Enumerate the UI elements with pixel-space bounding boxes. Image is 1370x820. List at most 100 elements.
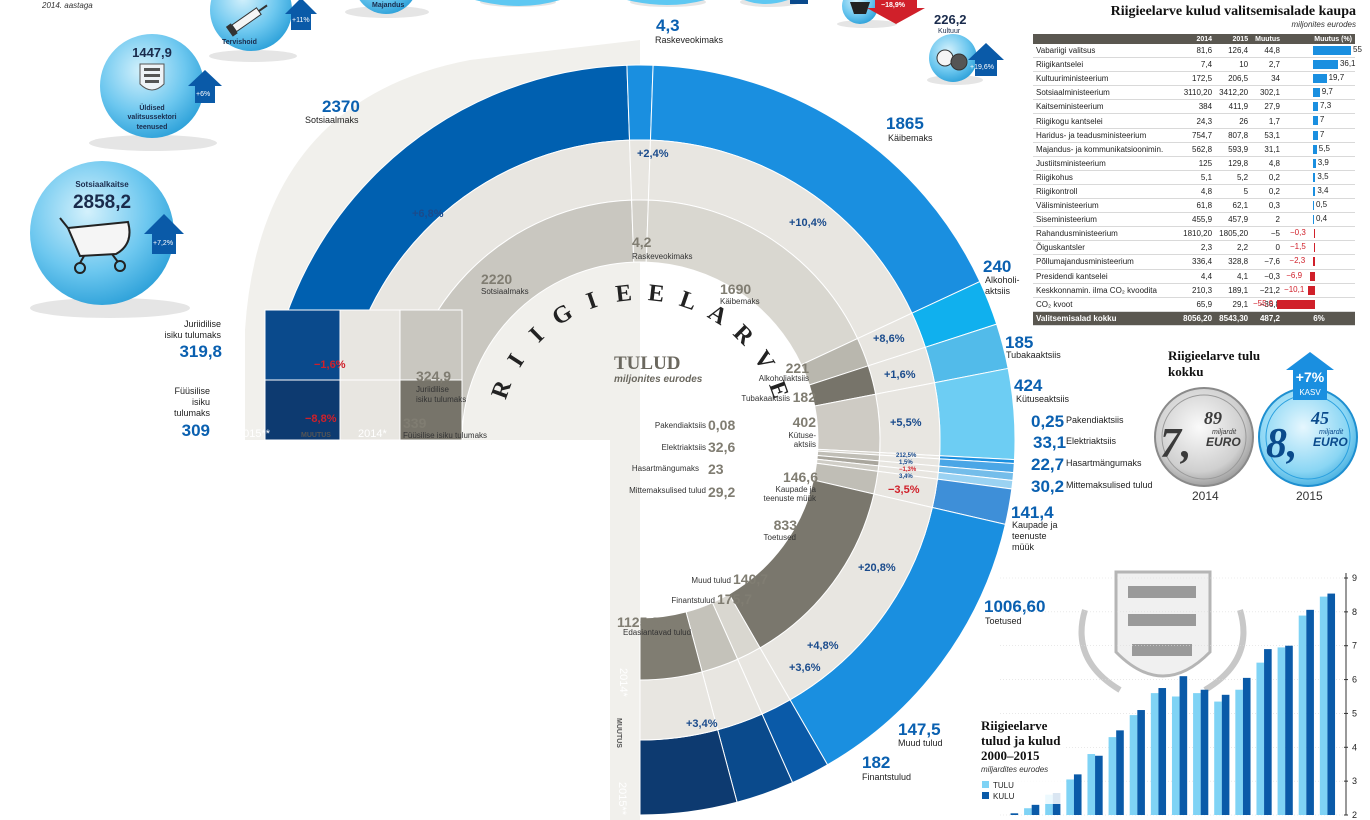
row-value: 3412,20 [1215,85,1252,101]
pct-bar-positive [1313,46,1351,55]
change-edasiantavad: +3,4% [686,718,718,730]
change-alkohol: +8,6% [873,333,905,345]
coin-2014-inner-ring [1161,394,1247,480]
row-pct-bar: 9,7 [1283,85,1355,101]
bubble-yldised-name1: Üldised [139,103,164,112]
label-fyysiline-2014-value: 339 [403,415,427,431]
row-value: 328,8 [1215,254,1252,270]
row-value: 29,1 [1215,297,1252,312]
bar-tulu [1256,662,1265,815]
row-value: 455,9 [1179,212,1216,228]
table-row: Riigikohus 5,1 5,2 0,2 3,5 [1033,170,1355,185]
change-elekter: 1,5% [899,460,913,466]
table-row: Riigikontroll 4,8 5 0,2 3,4 [1033,184,1355,200]
col-header-muutus-pct: Muutus (%) [1283,34,1355,44]
bar-tulu [1193,693,1201,815]
col-header-2014: 2014 [1179,34,1216,44]
pct-bar-label: 36,1 [1339,59,1356,69]
bubble-partial [744,0,788,4]
pct-bar-label: 0,5 [1316,200,1328,210]
label-hasart-2014-name: Hasartmängumaks [632,464,699,473]
label-mittemaks-2014-value: 29,2 [708,484,735,500]
col-header-name [1033,34,1179,44]
pct-bar-label: 3,4 [1317,185,1329,195]
pct-bar-negative [1313,243,1315,253]
row-pct-bar: 7,3 [1283,99,1355,115]
bubble-partial [627,0,705,5]
row-value: 206,5 [1215,71,1252,87]
pct-bar-label: −0,3 [1290,228,1306,238]
bar-chart-title-line1: Riigieelarve [981,718,1048,733]
table-row: Kaitseministeerium 384 411,9 27,9 7,3 [1033,99,1355,115]
table-row: Välisministeerium 61,8 62,1 0,3 0,5 [1033,198,1355,214]
change-muud: +4,8% [807,640,839,652]
change-kytus: +5,5% [890,417,922,429]
bubble-sotsiaalkaitse-name: Sotsiaalkaitse [75,180,129,189]
arrow-up-icon [144,214,184,254]
coin-2014-currency: EURO [1206,435,1241,449]
row-pct-bar: −10,1 [1283,283,1355,298]
label-kytus-2015-name: Kütuseaktsiis [1016,394,1070,404]
label-kaubad-2015-value: 141,4 [1011,503,1054,522]
legend-kulu-swatch [982,792,989,799]
row-value: 81,6 [1179,44,1216,59]
bar-chart-title-line2: tulud ja kulud [981,733,1061,748]
title-letter: E [647,280,666,308]
row-name: Kaitseministeerium [1033,99,1179,115]
total-value: 487,2 [1251,311,1283,326]
table-row: CO₂ kvoot 65,9 29,1 −36,8 −55,9 [1033,297,1355,312]
change-hasart: −1,3% [899,467,917,473]
label-raskeveokimaks-2015-name: Raskeveokimaks [655,35,724,45]
row-value: 4,8 [1251,156,1283,171]
change-juriidiline: −1,6% [314,359,346,371]
row-pct-bar: −0,3 [1283,226,1355,242]
table-row: Haridus- ja teadusministeerium 754,7 807,8… [1033,128,1355,143]
row-value: 61,8 [1179,198,1216,214]
row-value: 7,4 [1179,57,1216,73]
bubble-top-change: −18,9% [881,2,906,9]
year-2014-bottom: 2014* [358,428,387,440]
year-2014-vertical: 2014* [617,668,629,697]
y-tick-label: 7 [1352,641,1357,651]
label-juriidiline-2014-name1: Juriidilise [416,385,449,394]
bubble-tervishoid-change: +11% [292,17,310,24]
coat-of-arms-decoration [1078,570,1247,693]
bar-kulu [1031,804,1040,815]
row-value: 1810,20 [1179,226,1216,242]
col-header-2015: 2015 [1215,34,1252,44]
pct-bar-positive [1313,144,1317,154]
row-value: 65,9 [1179,297,1216,312]
label-pakend-2014-value: 0,08 [708,417,735,433]
arrow-up-icon [1286,352,1334,400]
label-juriidiline-2015-value: 319,8 [179,342,222,361]
pct-bar-label: 0,4 [1316,214,1328,224]
row-value: 125 [1179,156,1216,171]
total-value: 8056,20 [1179,311,1216,326]
row-value: 210,3 [1179,283,1216,298]
label-kytus-2014-value: 402 [793,414,817,430]
row-name: Siseministeerium [1033,212,1179,228]
revenue-expense-bar-chart: 2 3 4 5 6 7 8 9 Riigieelarve tulud ja kulud 200… [975,570,1357,820]
bar-kulu [1116,730,1124,815]
change-fyysiline: −8,8% [305,413,337,425]
pct-bar-positive [1313,186,1316,196]
bar-kulu [1200,689,1209,815]
pct-bar-negative [1308,285,1315,295]
bar-chart-bars [1010,593,1336,815]
bubbles-note: 2014. aastaga [41,1,93,10]
expense-bubbles: 2014. aastaga Majandus Tervishoid +11% 1… [30,0,1004,318]
row-value: 302,1 [1251,85,1283,101]
label-kytus-2014-name1: Kütuse- [788,431,816,440]
row-value: −21,2 [1251,283,1283,298]
table-row: Justiitsministeerium 125 129,8 4,8 3,9 [1033,156,1355,171]
total-value: 8543,30 [1215,311,1252,326]
bar-kulu [1179,676,1188,815]
total-name: Valitsemisalad kokku [1033,311,1179,326]
label-muud-2015-value: 147,5 [898,720,941,739]
pct-bar-label: 5,5 [1318,143,1330,153]
row-value: 4,8 [1179,184,1216,200]
row-value: 0,2 [1251,184,1283,200]
bar-kulu [1073,774,1082,815]
bubble-shadow [30,298,190,318]
